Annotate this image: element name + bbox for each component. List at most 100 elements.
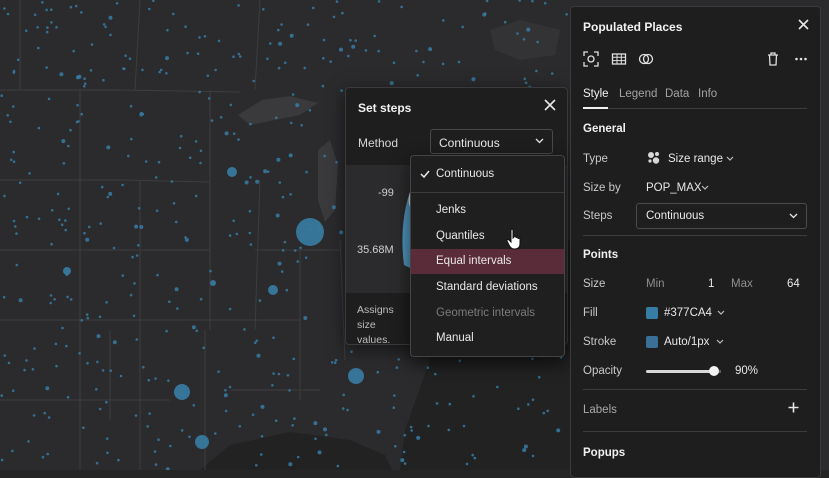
- city-point[interactable]: [82, 426, 85, 430]
- city-point[interactable]: [565, 13, 568, 16]
- city-point[interactable]: [96, 360, 99, 364]
- city-point[interactable]: [376, 429, 381, 434]
- city-point[interactable]: [59, 72, 64, 77]
- city-point[interactable]: [11, 389, 15, 393]
- city-point[interactable]: [47, 416, 51, 419]
- size-by-select[interactable]: POP_MAX: [646, 182, 702, 194]
- city-point[interactable]: [0, 94, 3, 97]
- city-point[interactable]: [28, 172, 31, 175]
- city-point[interactable]: [69, 128, 72, 132]
- city-point[interactable]: [80, 319, 83, 322]
- city-point[interactable]: [394, 444, 397, 448]
- city-point[interactable]: [517, 407, 520, 411]
- city-point[interactable]: [168, 300, 171, 304]
- city-point[interactable]: [105, 437, 109, 440]
- city-point[interactable]: [198, 90, 201, 94]
- city-point[interactable]: [63, 267, 71, 275]
- section-labels[interactable]: Labels: [583, 404, 617, 416]
- table-icon[interactable]: [611, 51, 627, 67]
- city-point[interactable]: [47, 97, 51, 101]
- chevron-down-icon[interactable]: [717, 310, 725, 315]
- delete-icon[interactable]: [765, 51, 781, 67]
- city-point[interactable]: [83, 85, 86, 88]
- city-point[interactable]: [174, 384, 190, 400]
- city-point[interactable]: [550, 72, 554, 75]
- city-point[interactable]: [331, 205, 336, 210]
- close-icon[interactable]: [798, 19, 809, 30]
- city-point[interactable]: [262, 8, 265, 11]
- city-point[interactable]: [325, 433, 328, 437]
- city-point[interactable]: [334, 358, 338, 362]
- city-point[interactable]: [36, 26, 39, 29]
- city-point[interactable]: [109, 369, 112, 373]
- city-point[interactable]: [199, 161, 202, 165]
- city-point[interactable]: [409, 425, 413, 429]
- city-point[interactable]: [146, 425, 149, 428]
- city-point[interactable]: [130, 137, 133, 141]
- city-point[interactable]: [271, 384, 274, 387]
- city-point[interactable]: [115, 2, 119, 5]
- city-point[interactable]: [277, 261, 282, 266]
- dropdown-option-standard-deviations[interactable]: Standard deviations: [411, 275, 564, 300]
- city-point[interactable]: [347, 54, 350, 58]
- city-point[interactable]: [252, 79, 255, 83]
- city-point[interactable]: [277, 28, 280, 32]
- city-point[interactable]: [102, 23, 106, 26]
- city-point[interactable]: [192, 404, 196, 407]
- city-point[interactable]: [56, 192, 60, 196]
- city-point[interactable]: [194, 140, 198, 143]
- city-point[interactable]: [31, 368, 35, 371]
- city-point[interactable]: [410, 429, 414, 432]
- city-point[interactable]: [335, 0, 339, 3]
- city-point[interactable]: [354, 39, 358, 42]
- city-point[interactable]: [172, 12, 175, 16]
- city-point[interactable]: [152, 0, 155, 3]
- city-point[interactable]: [237, 4, 240, 7]
- city-point[interactable]: [304, 256, 308, 260]
- city-point[interactable]: [3, 194, 6, 198]
- city-point[interactable]: [144, 160, 148, 163]
- city-point[interactable]: [86, 361, 89, 365]
- city-point[interactable]: [285, 288, 289, 292]
- city-point[interactable]: [339, 47, 343, 52]
- city-point[interactable]: [427, 424, 430, 428]
- city-point[interactable]: [276, 157, 281, 162]
- city-point[interactable]: [314, 437, 317, 441]
- city-point[interactable]: [248, 231, 252, 235]
- city-point[interactable]: [309, 228, 312, 231]
- city-point[interactable]: [159, 68, 163, 72]
- city-point[interactable]: [32, 414, 36, 417]
- city-point[interactable]: [141, 68, 144, 72]
- city-point[interactable]: [485, 0, 489, 3]
- city-point[interactable]: [154, 377, 157, 380]
- city-point[interactable]: [12, 69, 16, 73]
- city-point[interactable]: [305, 170, 308, 174]
- city-point[interactable]: [77, 74, 82, 79]
- city-point[interactable]: [272, 336, 275, 340]
- city-point[interactable]: [54, 342, 58, 346]
- city-point[interactable]: [49, 8, 53, 11]
- city-point[interactable]: [202, 346, 205, 350]
- city-point[interactable]: [121, 274, 125, 277]
- city-point[interactable]: [289, 121, 293, 125]
- city-point[interactable]: [389, 81, 394, 86]
- city-point[interactable]: [335, 160, 338, 164]
- city-point[interactable]: [43, 411, 47, 415]
- city-point[interactable]: [395, 366, 399, 369]
- city-point[interactable]: [148, 412, 151, 415]
- city-point[interactable]: [527, 403, 530, 406]
- city-point[interactable]: [232, 219, 235, 223]
- city-point[interactable]: [195, 329, 199, 333]
- city-point[interactable]: [546, 409, 549, 413]
- stroke-value[interactable]: Auto/1px: [664, 336, 710, 348]
- city-point[interactable]: [98, 407, 102, 411]
- city-point[interactable]: [12, 105, 15, 108]
- city-point[interactable]: [329, 60, 333, 63]
- city-point[interactable]: [2, 295, 6, 299]
- city-point[interactable]: [280, 23, 283, 26]
- city-point[interactable]: [195, 435, 209, 449]
- tab-style[interactable]: Style: [583, 88, 609, 100]
- city-point[interactable]: [25, 359, 28, 362]
- city-point[interactable]: [12, 150, 15, 154]
- city-point[interactable]: [288, 462, 293, 467]
